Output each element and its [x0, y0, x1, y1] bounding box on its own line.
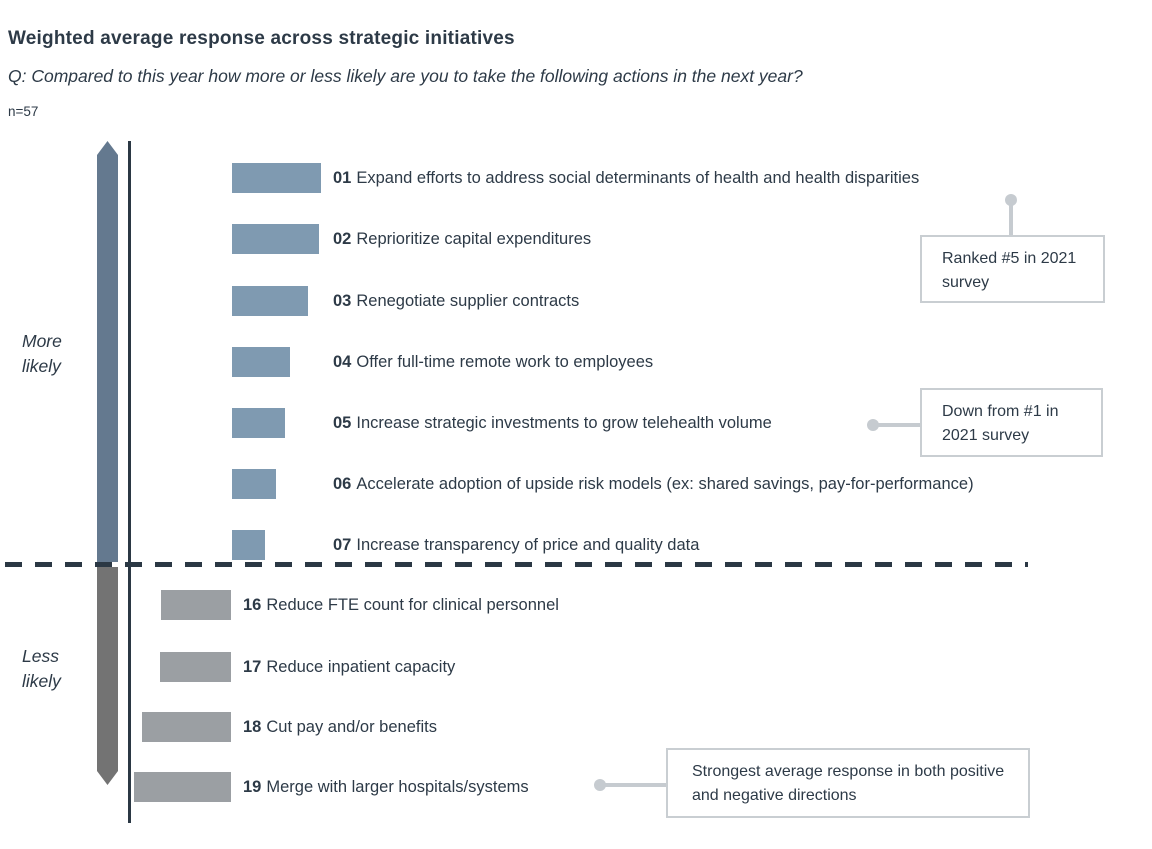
callout-text: Ranked #5 in 2021 survey — [942, 250, 1077, 291]
page-title: Weighted average response across strateg… — [8, 28, 515, 49]
item-text: Expand efforts to address social determi… — [356, 169, 920, 187]
bar-label-05: 05 Increase strategic investments to grow… — [333, 408, 772, 438]
bar-label-01: 01 Expand efforts to address social deter… — [333, 163, 919, 193]
item-rank: 19 — [243, 778, 262, 796]
item-text: Merge with larger hospitals/systems — [266, 778, 529, 796]
item-rank: 17 — [243, 658, 262, 676]
bar-17 — [160, 652, 231, 682]
connector-line — [876, 423, 920, 427]
connector-dot — [867, 419, 879, 431]
bar-row-07: 07 Increase transparency of price and qua… — [0, 530, 1152, 560]
callout-strongest-response: Strongest average response in both posit… — [666, 748, 1030, 818]
bar-row-05: 05 Increase strategic investments to grow… — [0, 408, 1152, 438]
bar-row-03: 03 Renegotiate supplier contracts — [0, 286, 1152, 316]
callout-text: Down from #1 in 2021 survey — [942, 403, 1059, 444]
item-rank: 04 — [333, 353, 352, 371]
bar-label-17: 17 Reduce inpatient capacity — [243, 652, 455, 682]
bar-04 — [232, 347, 290, 377]
bar-06 — [232, 469, 276, 499]
bar-05 — [232, 408, 285, 438]
item-text: Cut pay and/or benefits — [266, 718, 437, 736]
item-rank: 06 — [333, 475, 352, 493]
item-text: Reprioritize capital expenditures — [356, 230, 592, 248]
bar-label-07: 07 Increase transparency of price and qua… — [333, 530, 699, 560]
item-rank: 16 — [243, 596, 262, 614]
more-likely-arrow-icon — [97, 141, 118, 562]
item-text: Renegotiate supplier contracts — [356, 292, 580, 310]
item-text: Accelerate adoption of upside risk model… — [356, 475, 974, 493]
bar-19 — [134, 772, 231, 802]
connector-dot — [1005, 194, 1017, 206]
bar-label-19: 19 Merge with larger hospitals/systems — [243, 772, 529, 802]
item-rank: 03 — [333, 292, 352, 310]
bar-label-02: 02 Reprioritize capital expenditures — [333, 224, 591, 254]
bar-02 — [232, 224, 319, 254]
less-likely-label: Less likely — [22, 646, 61, 691]
item-rank: 02 — [333, 230, 352, 248]
bar-row-02: 02 Reprioritize capital expenditures — [0, 224, 1152, 254]
more-likely-label: More likely — [22, 331, 62, 376]
item-text: Reduce inpatient capacity — [266, 658, 456, 676]
item-text: Reduce FTE count for clinical personnel — [266, 596, 559, 614]
connector-line — [604, 783, 666, 787]
divider-dashed-line — [5, 562, 1028, 567]
bar-label-16: 16 Reduce FTE count for clinical personne… — [243, 590, 559, 620]
less-likely-arrow-icon — [97, 567, 118, 785]
bar-label-03: 03 Renegotiate supplier contracts — [333, 286, 579, 316]
item-rank: 01 — [333, 169, 352, 187]
bar-row-18: 18 Cut pay and/or benefits — [0, 712, 1152, 742]
bar-18 — [142, 712, 231, 742]
bar-03 — [232, 286, 308, 316]
bar-16 — [161, 590, 231, 620]
survey-question: Q: Compared to this year how more or les… — [8, 66, 803, 86]
item-rank: 05 — [333, 414, 352, 432]
item-rank: 07 — [333, 536, 352, 554]
bar-row-04: 04 Offer full-time remote work to employe… — [0, 347, 1152, 377]
callout-down-from-1: Down from #1 in 2021 survey — [920, 388, 1103, 457]
bar-label-18: 18 Cut pay and/or benefits — [243, 712, 437, 742]
connector-line — [1009, 203, 1013, 235]
item-text: Increase transparency of price and quali… — [356, 536, 700, 554]
bar-01 — [232, 163, 321, 193]
callout-ranked-5: Ranked #5 in 2021 survey — [920, 235, 1105, 303]
sample-size: n=57 — [8, 104, 39, 119]
bar-row-06: 06 Accelerate adoption of upside risk mod… — [0, 469, 1152, 499]
bar-row-19: 19 Merge with larger hospitals/systems — [0, 772, 1152, 802]
bar-row-01: 01 Expand efforts to address social deter… — [0, 163, 1152, 193]
bar-row-17: 17 Reduce inpatient capacity — [0, 652, 1152, 682]
axis-line — [128, 141, 131, 823]
callout-text: Strongest average response in both posit… — [692, 763, 1005, 804]
bar-07 — [232, 530, 265, 560]
item-text: Increase strategic investments to grow t… — [356, 414, 772, 432]
bar-row-16: 16 Reduce FTE count for clinical personne… — [0, 590, 1152, 620]
bar-label-04: 04 Offer full-time remote work to employe… — [333, 347, 653, 377]
item-rank: 18 — [243, 718, 262, 736]
connector-dot — [594, 779, 606, 791]
item-text: Offer full-time remote work to employees — [356, 353, 654, 371]
bar-label-06: 06 Accelerate adoption of upside risk mod… — [333, 469, 974, 499]
